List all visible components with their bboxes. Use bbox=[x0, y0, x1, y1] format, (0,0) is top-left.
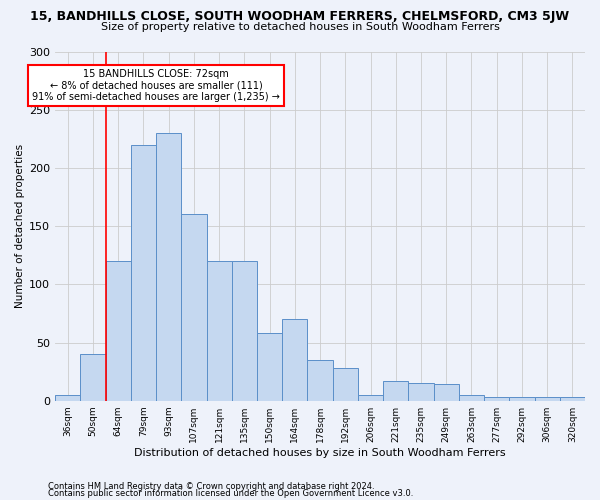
Bar bbox=[509, 397, 535, 400]
Y-axis label: Number of detached properties: Number of detached properties bbox=[15, 144, 25, 308]
Text: Size of property relative to detached houses in South Woodham Ferrers: Size of property relative to detached ho… bbox=[101, 22, 499, 32]
Bar bbox=[206, 261, 232, 400]
Bar bbox=[282, 319, 307, 400]
Bar bbox=[332, 368, 358, 400]
Bar bbox=[232, 261, 257, 400]
Text: Contains HM Land Registry data © Crown copyright and database right 2024.: Contains HM Land Registry data © Crown c… bbox=[48, 482, 374, 491]
Bar bbox=[181, 214, 206, 400]
Bar bbox=[80, 354, 106, 401]
Bar bbox=[459, 395, 484, 400]
Bar bbox=[307, 360, 332, 401]
Bar bbox=[535, 397, 560, 400]
Text: 15 BANDHILLS CLOSE: 72sqm
← 8% of detached houses are smaller (111)
91% of semi-: 15 BANDHILLS CLOSE: 72sqm ← 8% of detach… bbox=[32, 69, 280, 102]
Bar bbox=[383, 381, 409, 400]
Bar bbox=[156, 133, 181, 400]
Bar bbox=[409, 383, 434, 400]
X-axis label: Distribution of detached houses by size in South Woodham Ferrers: Distribution of detached houses by size … bbox=[134, 448, 506, 458]
Bar bbox=[484, 397, 509, 400]
Bar bbox=[358, 395, 383, 400]
Bar bbox=[106, 261, 131, 400]
Bar bbox=[434, 384, 459, 400]
Text: Contains public sector information licensed under the Open Government Licence v3: Contains public sector information licen… bbox=[48, 490, 413, 498]
Bar bbox=[55, 395, 80, 400]
Text: 15, BANDHILLS CLOSE, SOUTH WOODHAM FERRERS, CHELMSFORD, CM3 5JW: 15, BANDHILLS CLOSE, SOUTH WOODHAM FERRE… bbox=[31, 10, 569, 23]
Bar bbox=[257, 333, 282, 400]
Bar bbox=[560, 397, 585, 400]
Bar bbox=[131, 144, 156, 400]
